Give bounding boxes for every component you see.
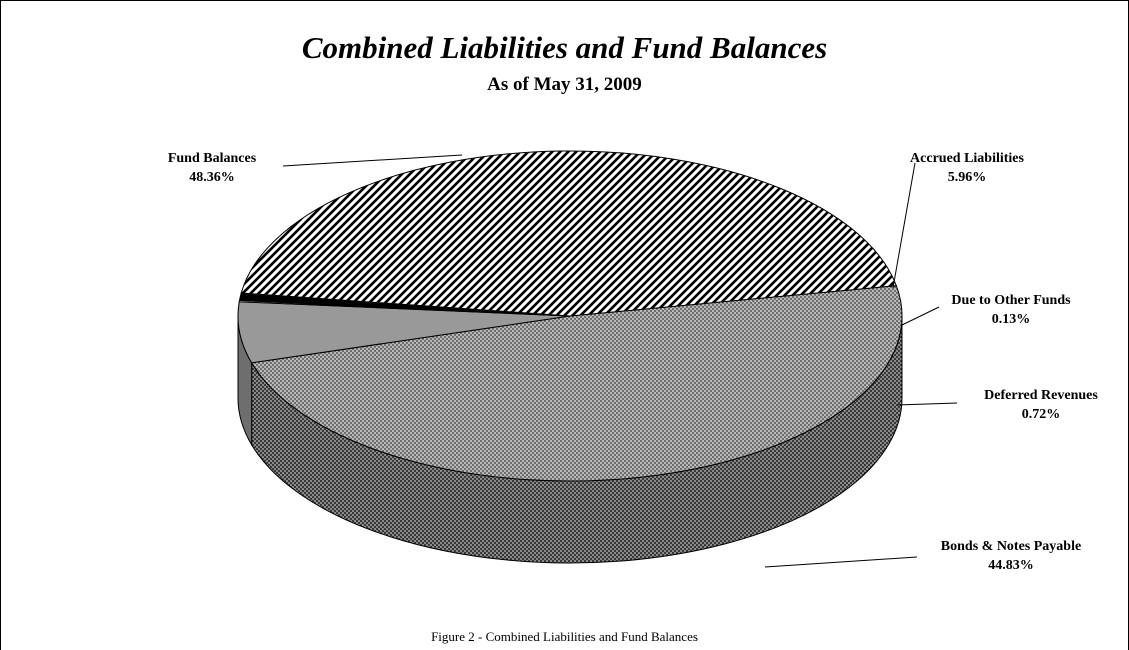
slice-label-deferred-revenues: Deferred Revenues <box>984 388 1098 403</box>
pie-tops <box>237 150 903 482</box>
leader-line-fund-balances <box>282 154 463 167</box>
pie-slice-accrued-liabilities <box>237 301 571 364</box>
pie-slice-fund-balances <box>250 285 903 482</box>
pie-slice-bonds-and-notes-payable <box>240 150 898 317</box>
leader-line-due-to-other-funds <box>901 306 940 326</box>
slice-value-fund-balances: 48.36% <box>189 170 235 185</box>
leader-line-deferred-revenues <box>896 402 958 406</box>
slice-value-deferred-revenues: 0.72% <box>1022 407 1061 422</box>
leader-line-bonds-and-notes-payable <box>764 556 918 568</box>
chart-caption: Figure 2 - Combined Liabilities and Fund… <box>431 629 698 644</box>
slice-label-fund-balances: Fund Balances <box>168 151 257 166</box>
pie-labels: Fund Balances 48.36% Accrued Liabilities 5.… <box>168 151 1099 573</box>
slice-label-accrued-liabilities: Accrued Liabilities <box>910 151 1024 166</box>
slice-label-due-to-other-funds: Due to Other Funds <box>951 293 1071 308</box>
pie-leader-lines <box>282 154 958 568</box>
slice-value-bonds-and-notes-payable: 44.83% <box>988 558 1034 573</box>
chart-title: Combined Liabilities and Fund Balances <box>301 30 828 65</box>
chart-subtitle: As of May 31, 2009 <box>487 74 642 95</box>
slice-value-due-to-other-funds: 0.13% <box>992 312 1031 327</box>
leader-line-accrued-liabilities <box>892 162 916 289</box>
slice-value-accrued-liabilities: 5.96% <box>948 170 987 185</box>
slice-label-bonds-and-notes-payable: Bonds & Notes Payable <box>941 539 1081 554</box>
